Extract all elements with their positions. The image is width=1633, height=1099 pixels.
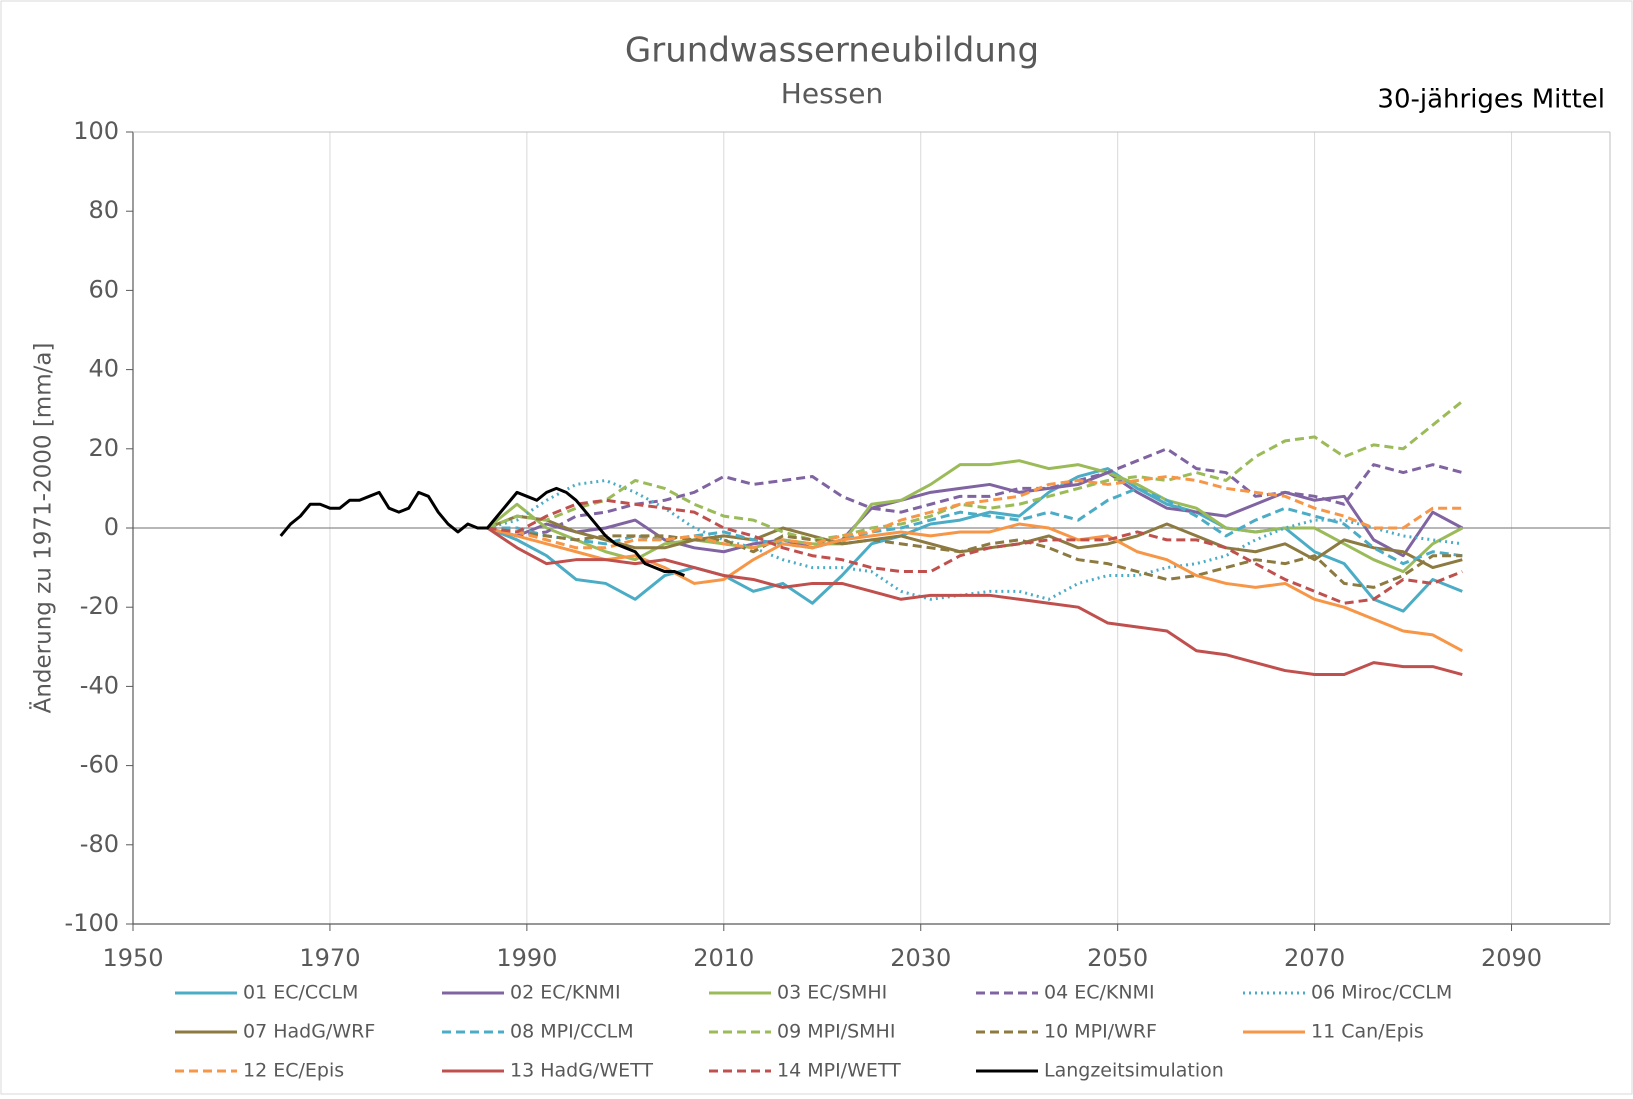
legend-label: Langzeitsimulation (1044, 1060, 1224, 1082)
legend-label: 04 EC/KNMI (1044, 982, 1155, 1004)
series-line (486, 459, 1464, 574)
y-tick-label: -100 (65, 909, 119, 937)
x-tick-label: 2050 (1087, 944, 1148, 972)
series-line (486, 526, 1463, 677)
annotation: 30-jähriges Mittel (1377, 85, 1605, 115)
y-tick-label: 100 (73, 117, 119, 145)
x-tick-label: 2090 (1481, 944, 1542, 972)
legend-label: 02 EC/KNMI (510, 982, 621, 1004)
x-tick-label: 1950 (102, 944, 163, 972)
series-line (487, 498, 1463, 605)
series-line (487, 471, 1464, 558)
chart-title: Grundwasserneubildung (625, 31, 1039, 71)
legend-label: 14 MPI/WETT (777, 1060, 901, 1082)
y-tick-label: 80 (88, 196, 119, 224)
y-tick-label: -40 (80, 671, 119, 699)
x-tick-label: 1970 (299, 944, 360, 972)
series-line (487, 447, 1463, 538)
legend-label: 10 MPI/WRF (1044, 1021, 1157, 1043)
x-tick-label: 2030 (890, 944, 951, 972)
y-tick-label: 40 (88, 355, 119, 383)
series-line (486, 400, 1464, 542)
legend-label: 13 HadG/WETT (510, 1060, 653, 1082)
x-tick-label: 2010 (693, 944, 754, 972)
legend-label: 07 HadG/WRF (243, 1021, 375, 1043)
series-line (486, 467, 1463, 613)
y-tick-label: 0 (104, 513, 119, 541)
y-tick-label: 20 (88, 434, 119, 462)
y-tick-label: 60 (88, 275, 119, 303)
series-line (487, 526, 1463, 589)
y-axis-label: Änderung zu 1971-2000 [mm/a] (29, 343, 57, 714)
legend-label: 01 EC/CCLM (243, 982, 358, 1004)
series-line (487, 475, 1463, 550)
legend-label: 09 MPI/SMHI (777, 1021, 895, 1043)
y-tick-label: -20 (80, 592, 119, 620)
x-tick-label: 1990 (496, 944, 557, 972)
x-tick-label: 2070 (1284, 944, 1345, 972)
series-line (487, 478, 1463, 601)
series-line (487, 486, 1463, 566)
legend-label: 03 EC/SMHI (777, 982, 887, 1004)
series-line (279, 486, 685, 577)
series-line (486, 514, 1463, 570)
chart-subtitle: Hessen (781, 77, 883, 110)
legend-label: 08 MPI/CCLM (510, 1021, 634, 1043)
y-tick-label: -60 (80, 751, 119, 779)
y-tick-label: -80 (80, 830, 119, 858)
legend-label: 06 Miroc/CCLM (1311, 982, 1452, 1004)
legend-label: 11 Can/Epis (1311, 1021, 1424, 1043)
legend-label: 12 EC/Epis (243, 1060, 344, 1082)
